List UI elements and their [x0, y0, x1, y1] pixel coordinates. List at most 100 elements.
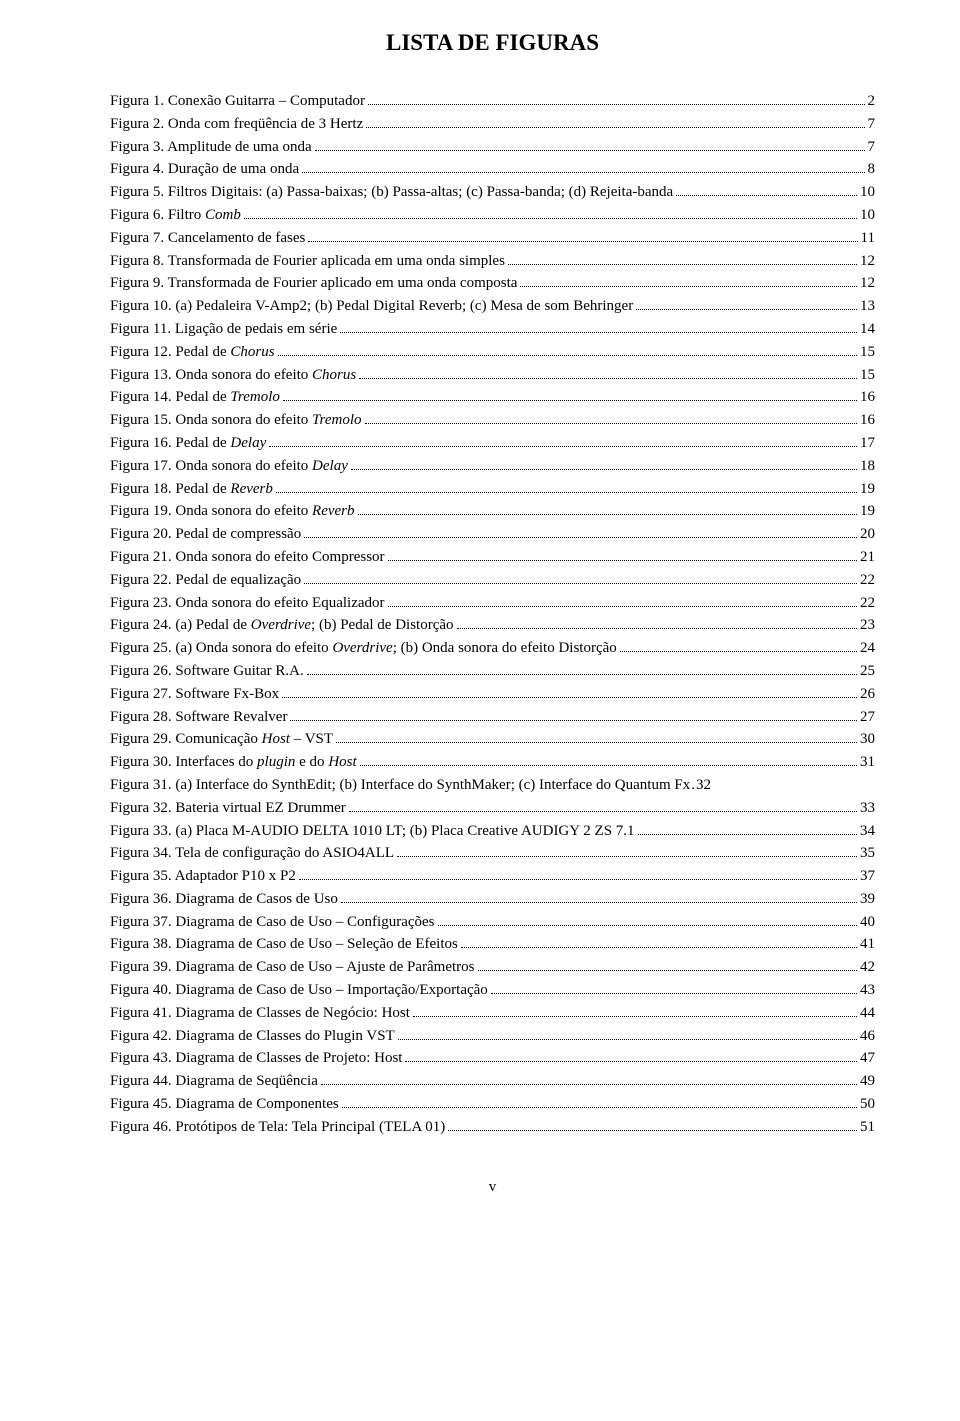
toc-page: 49: [860, 1070, 875, 1093]
toc-entry: Figura 39. Diagrama de Caso de Uso – Aju…: [110, 956, 875, 979]
toc-page: 39: [860, 888, 875, 911]
toc-dots: [365, 423, 858, 424]
toc-label: Figura 32. Bateria virtual EZ Drummer: [110, 797, 346, 820]
toc-label: Figura 44. Diagrama de Seqüência: [110, 1070, 318, 1093]
toc-page: 33: [860, 797, 875, 820]
toc-entry: Figura 30. Interfaces do plugin e do Hos…: [110, 751, 875, 774]
toc-dots: [636, 309, 857, 310]
toc-entry: Figura 4. Duração de uma onda8: [110, 158, 875, 181]
toc-label: Figura 30. Interfaces do plugin e do Hos…: [110, 751, 357, 774]
toc-page: 51: [860, 1116, 875, 1139]
toc-entry: Figura 24. (a) Pedal de Overdrive; (b) P…: [110, 614, 875, 637]
toc-entry: Figura 16. Pedal de Delay17: [110, 432, 875, 455]
toc-page: 10: [860, 204, 875, 227]
toc-page: 7: [868, 136, 876, 159]
toc-entry: Figura 11. Ligação de pedais em série 14: [110, 318, 875, 341]
toc-dots: [388, 560, 857, 561]
toc-entry: Figura 9. Transformada de Fourier aplica…: [110, 272, 875, 295]
toc-entry: Figura 40. Diagrama de Caso de Uso – Imp…: [110, 979, 875, 1002]
toc-entry: Figura 21. Onda sonora do efeito Compres…: [110, 546, 875, 569]
toc-label: Figura 37. Diagrama de Caso de Uso – Con…: [110, 911, 435, 934]
toc-dots: [438, 925, 857, 926]
toc-entry: Figura 7. Cancelamento de fases11: [110, 227, 875, 250]
toc-dots: [304, 537, 857, 538]
toc-dots: [676, 195, 857, 196]
toc-entry: Figura 45. Diagrama de Componentes50: [110, 1093, 875, 1116]
toc-entry: Figura 44. Diagrama de Seqüência 49: [110, 1070, 875, 1093]
toc-dots: [457, 628, 857, 629]
toc-dots: [299, 879, 857, 880]
toc-page: 32: [696, 774, 711, 797]
toc-label: Figura 28. Software Revalver: [110, 706, 287, 729]
toc-dots: [620, 651, 857, 652]
toc-entry: Figura 32. Bateria virtual EZ Drummer 33: [110, 797, 875, 820]
toc-entry: Figura 26. Software Guitar R.A. 25: [110, 660, 875, 683]
toc-label: Figura 27. Software Fx-Box: [110, 683, 279, 706]
toc-entry: Figura 23. Onda sonora do efeito Equaliz…: [110, 592, 875, 615]
toc-dots: [269, 446, 857, 447]
toc-label: Figura 46. Protótipos de Tela: Tela Prin…: [110, 1116, 445, 1139]
toc-page: 34: [860, 820, 875, 843]
toc-entry: Figura 17. Onda sonora do efeito Delay18: [110, 455, 875, 478]
toc-entry: Figura 29. Comunicação Host – VST30: [110, 728, 875, 751]
toc-dots: [405, 1061, 857, 1062]
toc-entry: Figura 1. Conexão Guitarra – Computador2: [110, 90, 875, 113]
toc-page: 22: [860, 592, 875, 615]
toc-page: 46: [860, 1025, 875, 1048]
toc-dots: [491, 993, 857, 994]
toc-dots: [461, 947, 857, 948]
toc-dots: [283, 400, 857, 401]
toc-label: Figura 5. Filtros Digitais: (a) Passa-ba…: [110, 181, 673, 204]
toc-page: 41: [860, 933, 875, 956]
toc-label: Figura 20. Pedal de compressão: [110, 523, 301, 546]
toc-entry: Figura 13. Onda sonora do efeito Chorus1…: [110, 364, 875, 387]
toc-label: Figura 11. Ligação de pedais em série: [110, 318, 337, 341]
toc-entry: Figura 42. Diagrama de Classes do Plugin…: [110, 1025, 875, 1048]
toc-label: Figura 35. Adaptador P10 x P2: [110, 865, 296, 888]
toc-page: 23: [860, 614, 875, 637]
toc-page: 13: [860, 295, 875, 318]
toc-page: 7: [868, 113, 876, 136]
toc-label: Figura 13. Onda sonora do efeito Chorus: [110, 364, 356, 387]
toc-dots: [282, 697, 857, 698]
toc-dots: [315, 150, 865, 151]
toc-page: 12: [860, 272, 875, 295]
toc-label: Figura 4. Duração de uma onda: [110, 158, 299, 181]
toc-dots: [388, 606, 857, 607]
toc-page: 21: [860, 546, 875, 569]
toc-label: Figura 25. (a) Onda sonora do efeito Ove…: [110, 637, 617, 660]
toc-dots: [302, 172, 864, 173]
toc-page: 25: [860, 660, 875, 683]
toc-label: Figura 2. Onda com freqüência de 3 Hertz: [110, 113, 363, 136]
toc-entry: Figura 34. Tela de configuração do ASIO4…: [110, 842, 875, 865]
toc-page: 24: [860, 637, 875, 660]
toc-label: Figura 21. Onda sonora do efeito Compres…: [110, 546, 385, 569]
figures-list: Figura 1. Conexão Guitarra – Computador2…: [110, 90, 875, 1139]
toc-entry: Figura 33. (a) Placa M-AUDIO DELTA 1010 …: [110, 820, 875, 843]
toc-dots: [349, 811, 857, 812]
toc-entry: Figura 2. Onda com freqüência de 3 Hertz…: [110, 113, 875, 136]
toc-label: Figura 26. Software Guitar R.A.: [110, 660, 304, 683]
toc-page: 2: [868, 90, 876, 113]
toc-page: 27: [860, 706, 875, 729]
toc-page: 10: [860, 181, 875, 204]
toc-entry: Figura 10. (a) Pedaleira V-Amp2; (b) Ped…: [110, 295, 875, 318]
toc-dots: [304, 583, 857, 584]
toc-page: 20: [860, 523, 875, 546]
toc-page: 18: [860, 455, 875, 478]
toc-label: Figura 19. Onda sonora do efeito Reverb: [110, 500, 355, 523]
toc-page: 11: [861, 227, 875, 250]
toc-label: Figura 38. Diagrama de Caso de Uso – Sel…: [110, 933, 458, 956]
toc-dots: [508, 264, 857, 265]
toc-label: Figura 42. Diagrama de Classes do Plugin…: [110, 1025, 395, 1048]
page-title: LISTA DE FIGURAS: [110, 30, 875, 56]
toc-page: 40: [860, 911, 875, 934]
toc-dots: [336, 742, 857, 743]
toc-dots: [278, 355, 857, 356]
toc-page: 43: [860, 979, 875, 1002]
toc-page: 14: [860, 318, 875, 341]
toc-label: Figura 34. Tela de configuração do ASIO4…: [110, 842, 394, 865]
toc-label: Figura 18. Pedal de Reverb: [110, 478, 273, 501]
toc-dots: [244, 218, 857, 219]
toc-page: 15: [860, 341, 875, 364]
